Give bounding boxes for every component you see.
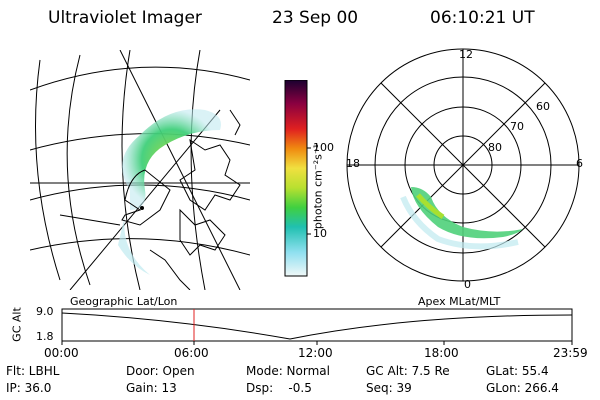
apex-panel-label: Apex MLat/MLT xyxy=(418,295,501,308)
mlat-label-70: 70 xyxy=(510,120,524,133)
ip-info: IP: 36.0 xyxy=(6,381,52,395)
glat-info: GLat: 55.4 xyxy=(486,364,549,378)
time-label-1200: 12:00 xyxy=(298,346,333,360)
filter-info: Flt: LBHL xyxy=(6,364,60,378)
time-label-2359: 23:59 xyxy=(553,346,588,360)
gain-info: Gain: 13 xyxy=(126,381,177,395)
time-label-1800: 18:00 xyxy=(424,346,459,360)
mlat-label-80: 80 xyxy=(488,141,502,154)
alt-axis-label: GC Alt xyxy=(10,307,24,342)
mlt-label-12: 12 xyxy=(459,48,473,61)
mlt-label-6: 6 xyxy=(576,157,583,170)
seq-info: Seq: 39 xyxy=(366,381,412,395)
mlt-label-18: 18 xyxy=(346,157,360,170)
time-label: 06:10:21 UT xyxy=(430,8,535,28)
instrument-title: Ultraviolet Imager xyxy=(48,8,202,28)
colorbar-unit-label: photon cm⁻²s⁻¹ xyxy=(311,143,325,230)
color-scale-bar xyxy=(284,80,311,277)
polar-plot xyxy=(346,48,580,282)
dsp-info: Dsp: -0.5 xyxy=(246,381,312,395)
mode-info: Mode: Normal xyxy=(246,364,330,378)
alt-y-label-1-8: 1.8 xyxy=(36,330,54,343)
colorbar-tick-100: 100 xyxy=(313,141,334,154)
altitude-plot xyxy=(61,308,573,345)
geographic-panel-label: Geographic Lat/Lon xyxy=(70,295,178,308)
gc-alt-info: GC Alt: 7.5 Re xyxy=(366,364,450,378)
colorbar-tick-10: 10 xyxy=(313,227,327,240)
door-info: Door: Open xyxy=(126,364,195,378)
alt-y-label-9: 9.0 xyxy=(36,305,54,318)
mlt-label-0: 0 xyxy=(464,278,471,291)
geographic-map xyxy=(30,50,250,290)
date-label: 23 Sep 00 xyxy=(272,8,359,28)
time-label-0000: 00:00 xyxy=(44,346,79,360)
mlat-label-60: 60 xyxy=(536,100,550,113)
time-label-0600: 06:00 xyxy=(174,346,209,360)
glon-info: GLon: 266.4 xyxy=(486,381,559,395)
